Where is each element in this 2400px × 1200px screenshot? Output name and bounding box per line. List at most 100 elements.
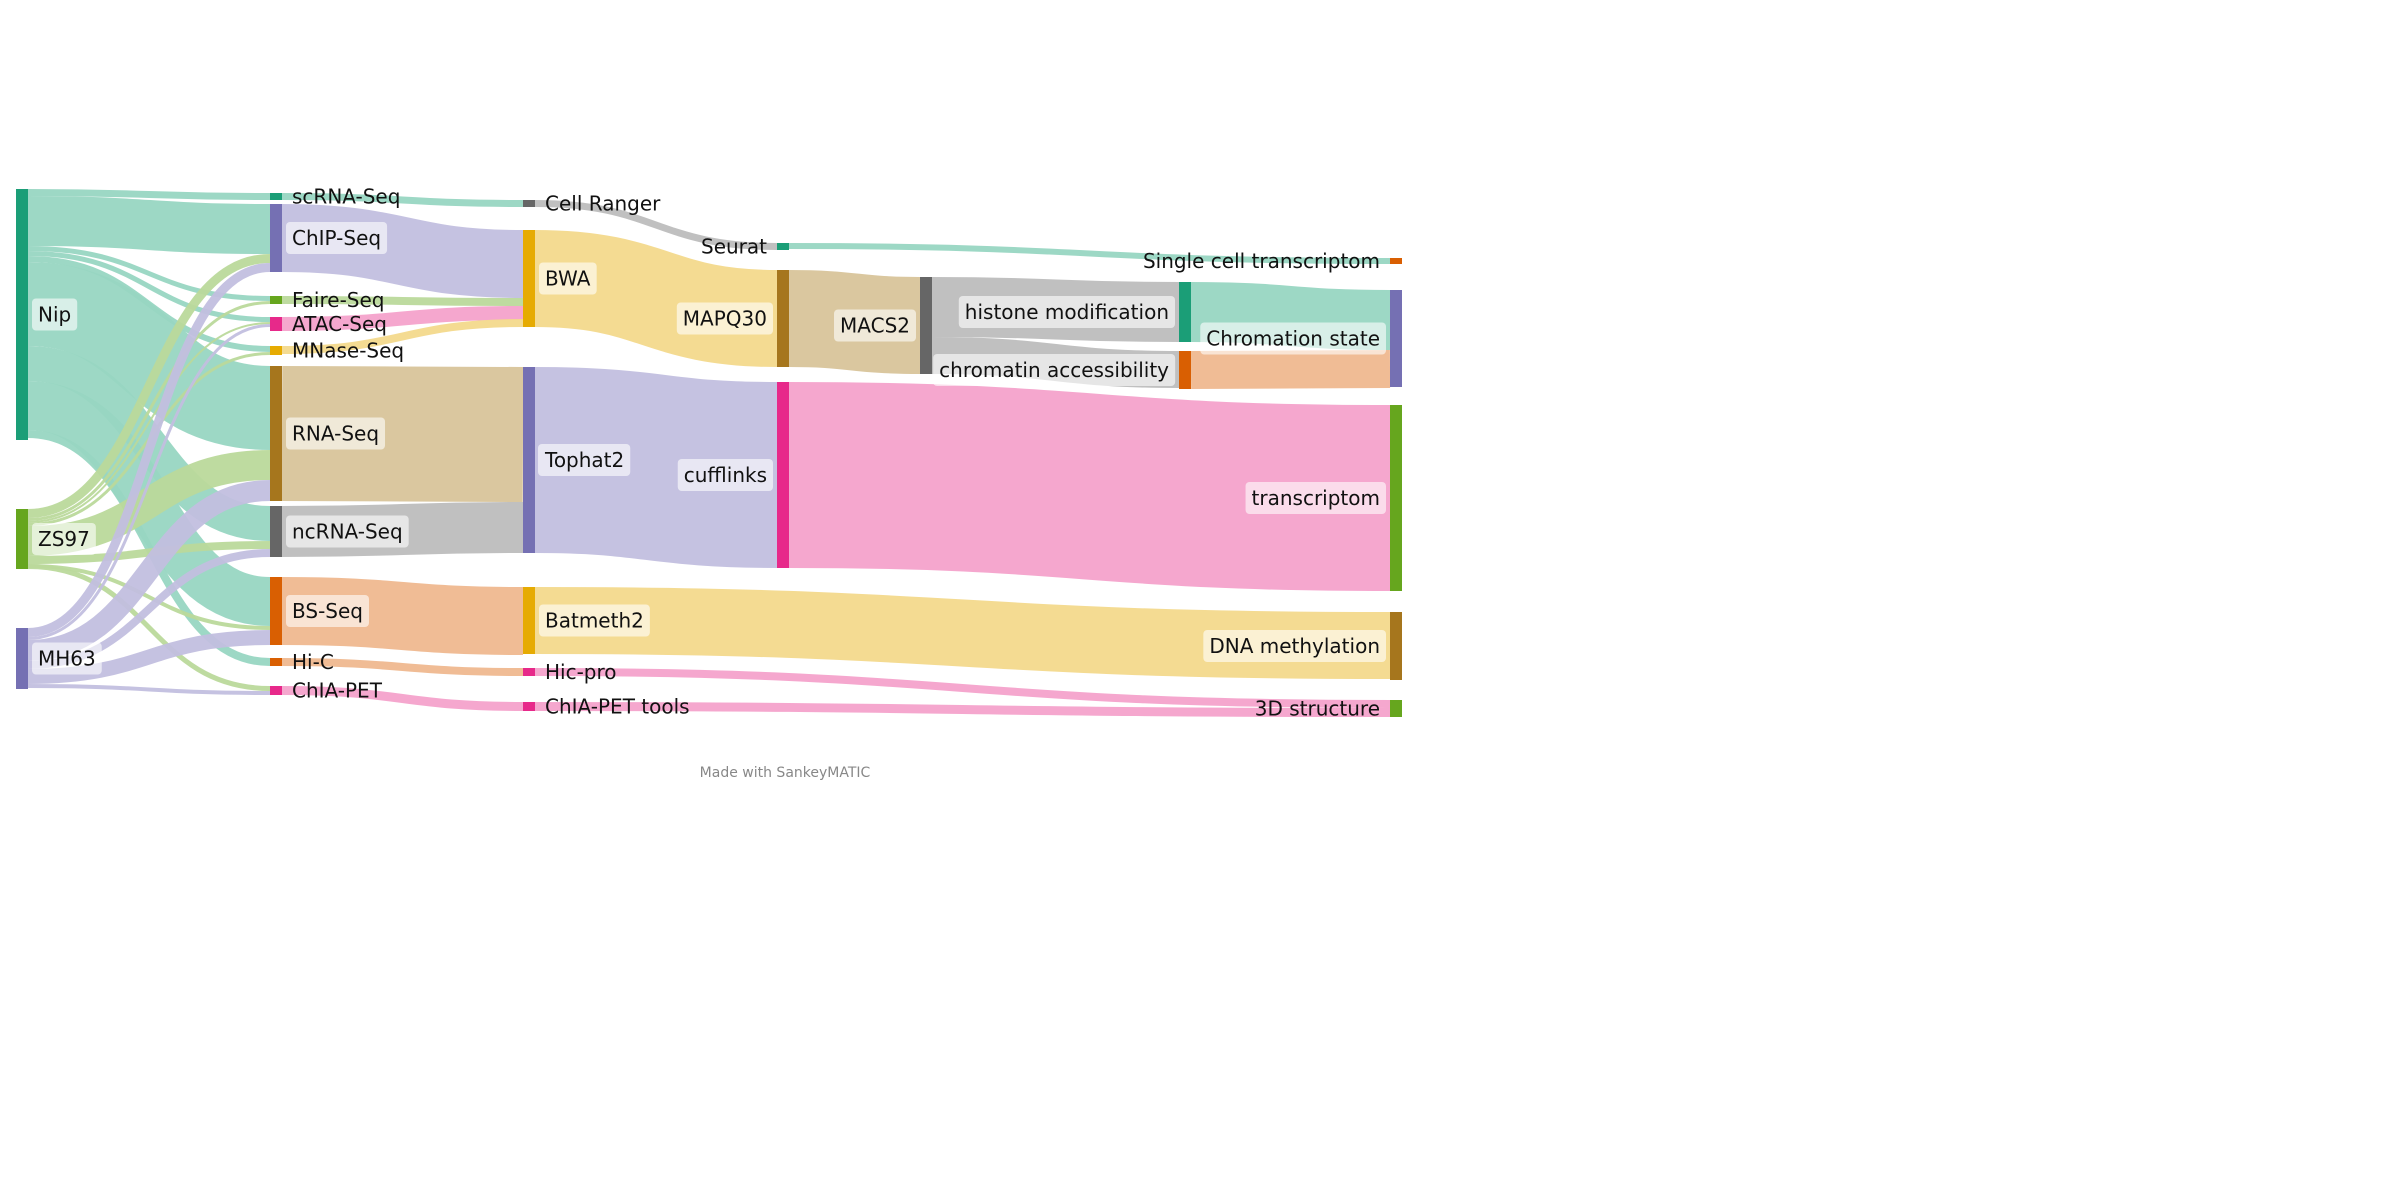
flow-nip-to-hi-c: [27, 430, 271, 666]
flow-faire-seq-to-bwa: [281, 296, 524, 306]
flow-hi-c-to-hic-pro: [281, 658, 524, 676]
flow-nip-to-faire-seq: [27, 246, 271, 301]
node-label-group-chromatin-accessibility: chromatin accessibility: [933, 354, 1176, 386]
node-label-bg-zs97: [32, 523, 96, 555]
node-chip-seq: [270, 204, 282, 272]
node-label-bg-mapq30: [676, 302, 773, 335]
node-mapq30: [777, 270, 789, 367]
node-label-histone-modification: histone modification: [965, 300, 1169, 324]
node-histone-modification: [1179, 282, 1191, 342]
node-label-group-transcriptom: transcriptom: [1245, 482, 1386, 514]
node-label-rna-seq: RNA-Seq: [292, 422, 379, 446]
node-label-bs-seq: BS-Seq: [292, 599, 363, 623]
node-chia-pet: [270, 686, 282, 695]
node-rna-seq: [270, 366, 282, 501]
node-single-cell-transcriptom: [1390, 258, 1402, 264]
node-label-group-cell-ranger: Cell Ranger: [545, 192, 661, 216]
node-label-group-mnase-seq: MNase-Seq: [292, 339, 404, 363]
node-label-group-mh63: MH63: [32, 642, 102, 675]
node-chromation-state: [1390, 290, 1402, 387]
node-label-group-histone-modification: histone modification: [958, 296, 1175, 328]
node-chia-pet-tools: [523, 702, 535, 711]
node-label-hi-c: Hi-C: [292, 650, 334, 674]
node-label-cufflinks: cufflinks: [684, 463, 767, 487]
node-label-macs2: MACS2: [840, 314, 910, 338]
flow-mnase-seq-to-bwa: [281, 319, 524, 354]
flow-zs97-to-bs-seq: [27, 564, 271, 630]
node-label-group-rna-seq: RNA-Seq: [286, 417, 386, 450]
node-label-group-hi-c: Hi-C: [292, 650, 334, 674]
flow-mh63-to-atac-seq: [27, 324, 271, 640]
flow-chia-pet-to-chia-pet-tools: [281, 686, 524, 711]
node-label-hic-pro: Hic-pro: [545, 660, 617, 684]
node-label-mnase-seq: MNase-Seq: [292, 339, 404, 363]
node-chromatin-accessibility: [1179, 351, 1191, 389]
node-label-mh63: MH63: [38, 647, 96, 671]
node-label-dna-methylation: DNA methylation: [1209, 634, 1380, 658]
node-label-group-chromation-state: Chromation state: [1200, 322, 1386, 355]
node-label-ncrna-seq: ncRNA-Seq: [292, 520, 403, 544]
node-label-group-tophat2: Tophat2: [538, 444, 631, 476]
node-atac-seq: [270, 317, 282, 331]
node-3d-structure: [1390, 700, 1402, 717]
node-label-tophat2: Tophat2: [544, 448, 624, 472]
node-label-bg-rna-seq: [286, 417, 386, 450]
node-bwa: [523, 230, 535, 327]
node-label-group-atac-seq: ATAC-Seq: [292, 312, 387, 336]
node-label-chromatin-accessibility: chromatin accessibility: [939, 358, 1169, 382]
node-bs-seq: [270, 577, 282, 645]
flow-nip-to-chip-seq: [27, 196, 271, 254]
node-label-bg-ncrna-seq: [286, 515, 409, 548]
node-macs2: [920, 277, 932, 374]
flow-nip-to-scrna-seq: [27, 189, 271, 200]
flow-zs97-to-ncrna-seq: [27, 541, 271, 564]
node-ncrna-seq: [270, 506, 282, 557]
node-faire-seq: [270, 296, 282, 304]
node-label-cell-ranger: Cell Ranger: [545, 192, 661, 216]
node-label-group-cufflinks: cufflinks: [677, 459, 773, 491]
node-label-bg-batmeth2: [539, 604, 650, 637]
node-tophat2: [523, 367, 535, 553]
node-label-group-mapq30: MAPQ30: [676, 302, 773, 335]
node-cell-ranger: [523, 200, 535, 207]
node-label-chromation-state: Chromation state: [1206, 327, 1380, 351]
flow-chromatin-accessibility-to-chromation-state: [1190, 350, 1391, 389]
node-label-bg-cufflinks: [677, 459, 773, 491]
node-label-3d-structure: 3D structure: [1255, 697, 1380, 721]
node-label-group-nip: Nip: [32, 298, 78, 331]
node-label-group-ncrna-seq: ncRNA-Seq: [286, 515, 409, 548]
node-mh63: [16, 628, 28, 689]
node-label-bg-macs2: [834, 309, 916, 342]
node-label-group-chia-pet-tools: ChIA-PET tools: [545, 695, 690, 719]
node-label-bg-nip: [32, 298, 78, 331]
node-label-bwa: BWA: [545, 267, 591, 291]
node-label-group-hic-pro: Hic-pro: [545, 660, 617, 684]
node-label-mapq30: MAPQ30: [683, 307, 767, 331]
node-label-batmeth2: Batmeth2: [545, 609, 644, 633]
node-label-group-seurat: Seurat: [701, 235, 767, 259]
node-zs97: [16, 509, 28, 569]
flow-zs97-to-chip-seq: [27, 254, 271, 518]
node-label-group-batmeth2: Batmeth2: [539, 604, 650, 637]
node-seurat: [777, 243, 789, 250]
flow-scrna-seq-to-cell-ranger: [281, 193, 524, 207]
flow-mh63-to-chia-pet: [27, 684, 271, 695]
node-label-group-3d-structure: 3D structure: [1255, 697, 1380, 721]
sankey-diagram: Nip ZS97 MH63 scRNA-Seq ChIP-Seq Faire-Seq ATA…: [0, 0, 1560, 787]
node-label-bg-mh63: [32, 642, 102, 675]
node-scrna-seq: [270, 193, 282, 200]
flow-chia-pet-tools-to-3d-structure: [534, 702, 1391, 717]
node-label-group-bwa: BWA: [539, 262, 597, 295]
node-label-seurat: Seurat: [701, 235, 767, 259]
flow-histone-modification-to-chromation-state: [1190, 282, 1391, 350]
node-layer: [16, 189, 1402, 717]
node-label-single-cell-transcriptom: Single cell transcriptom: [1143, 249, 1380, 273]
node-label-bg-chip-seq: [286, 222, 388, 254]
flow-mh63-to-chip-seq: [27, 263, 271, 637]
node-hi-c: [270, 658, 282, 666]
node-label-group-chip-seq: ChIP-Seq: [286, 222, 388, 254]
node-label-transcriptom: transcriptom: [1252, 486, 1380, 510]
credit-text: Made with SankeyMATIC: [700, 765, 871, 781]
node-label-bg-tophat2: [538, 444, 631, 476]
node-label-chia-pet-tools: ChIA-PET tools: [545, 695, 690, 719]
